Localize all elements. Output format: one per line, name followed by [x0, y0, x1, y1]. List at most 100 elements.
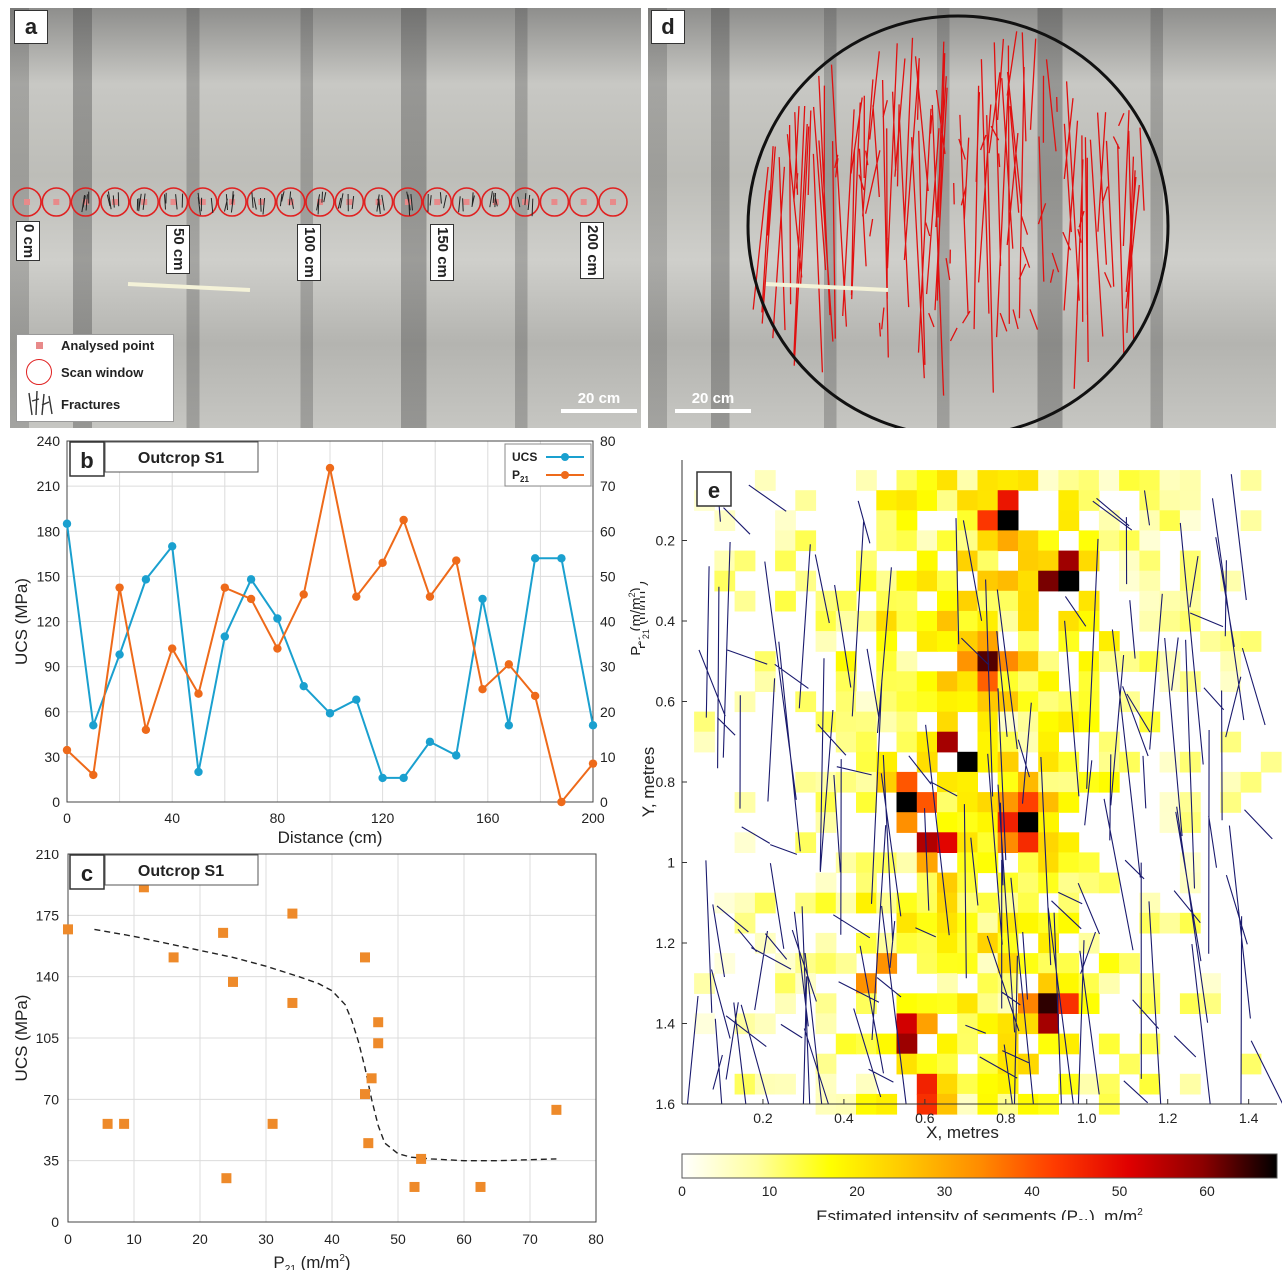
heatmap-cell — [1018, 792, 1039, 813]
analysed-point-icon — [36, 342, 43, 349]
heatmap-cell — [1058, 912, 1080, 934]
heatmap-cell — [1038, 751, 1059, 773]
heatmap-cell — [815, 711, 837, 733]
heatmap-cell — [1058, 470, 1080, 491]
distance-label-100: 100 cm — [297, 224, 321, 281]
analysis-circle — [746, 14, 1170, 428]
heatmap-cell — [1078, 1073, 1100, 1095]
data-point — [89, 721, 98, 730]
heatmap-cell — [957, 771, 978, 793]
x-tick-label: 0 — [64, 1231, 72, 1247]
panel-tag-c: c — [81, 861, 93, 886]
scatter-point — [138, 882, 149, 893]
heatmap-cell — [1018, 1053, 1039, 1075]
colorbar-tick-label: 10 — [762, 1183, 778, 1199]
heatmap-cell — [815, 932, 837, 954]
heatmap-cell — [957, 550, 978, 572]
heatmap-cell — [876, 852, 898, 874]
heatmap-cell — [1058, 631, 1080, 652]
heatmap-cell — [1098, 953, 1120, 974]
heatmap-cell — [937, 973, 958, 994]
heatmap-cell — [937, 953, 958, 974]
x-label-sup: 2 — [339, 1253, 345, 1264]
heatmap-cell — [916, 892, 938, 914]
scan-window-circle — [12, 187, 42, 217]
heatmap-cell — [916, 671, 938, 692]
heatmap-cell — [775, 993, 796, 1014]
heatmap-cell — [1058, 872, 1080, 894]
heatmap-cell — [997, 510, 1019, 531]
heatmap-cell — [957, 490, 978, 511]
heatmap-cell — [1240, 470, 1262, 491]
heatmap-cell — [734, 832, 756, 853]
heatmap-cell — [937, 1033, 958, 1055]
x-label-unit-end: ) — [345, 1253, 351, 1270]
data-point — [452, 556, 461, 565]
data-point — [89, 770, 98, 780]
heatmap-cell — [977, 973, 999, 994]
heatmap-cell — [876, 570, 898, 592]
heatmap-cell — [916, 953, 938, 974]
heatmap-cell — [1159, 490, 1181, 511]
legend-label-ucs: UCS — [512, 450, 537, 464]
scale-bar-a: 20 cm — [561, 390, 637, 413]
heatmap-cell — [775, 953, 796, 974]
heatmap-cell — [734, 550, 756, 572]
scan-window-circle — [334, 187, 365, 217]
scatter-point — [360, 952, 370, 963]
heatmap-cell — [937, 1073, 958, 1095]
heatmap-cell — [734, 1073, 756, 1095]
data-point — [62, 745, 72, 755]
heatmap-cell — [835, 671, 857, 692]
heatmap-cell — [856, 1073, 877, 1095]
heatmap-cell — [1159, 470, 1181, 491]
x-label-sub: 21 — [285, 1264, 297, 1270]
heatmap-cell — [957, 953, 978, 974]
x-tick-label: 160 — [476, 810, 500, 826]
colorbar-tick-label: 50 — [1112, 1183, 1128, 1199]
heatmap-cell — [1058, 510, 1080, 531]
heatmap-cell — [795, 570, 817, 592]
scatter-point — [221, 1173, 232, 1184]
y-tick-label: 1.4 — [656, 1016, 676, 1032]
p21-label-sub: 21 — [641, 629, 651, 639]
chart-title: Outcrop S1 — [138, 863, 224, 880]
analysed-point-marker — [346, 199, 353, 205]
heatmap-cell — [1179, 872, 1201, 894]
heatmap-cell — [815, 590, 837, 612]
heatmap-cell — [916, 792, 938, 813]
data-point — [588, 759, 598, 768]
heatmap-cell — [835, 953, 857, 974]
data-point — [352, 695, 361, 704]
x-tick-label: 0.8 — [996, 1110, 1016, 1126]
heatmap-cell — [795, 771, 817, 793]
heatmap-cell — [937, 731, 958, 753]
fracture-sketch — [517, 193, 534, 217]
heatmap-cell — [916, 912, 938, 934]
chart-title-box — [104, 854, 259, 886]
y-tick-label: 210 — [37, 478, 61, 494]
y2-tick-label: 30 — [600, 659, 616, 675]
heatmap-cell — [896, 812, 918, 833]
heatmap-cell — [957, 470, 978, 491]
y2-tick-label: 20 — [600, 704, 616, 720]
y2-label-unit: (m/m — [628, 597, 640, 635]
heatmap-cell — [1098, 510, 1120, 531]
heatmap-cell — [916, 631, 938, 652]
heatmap-cell — [835, 711, 857, 733]
y2-tick-label: 60 — [600, 523, 616, 539]
y2-axis-label: P21 (m/m2) — [627, 587, 640, 655]
heatmap-cell — [1038, 550, 1059, 572]
heatmap-cell — [937, 771, 958, 793]
heatmap-cell — [937, 610, 958, 632]
heatmap-cell — [795, 832, 817, 853]
heatmap-cell — [1078, 691, 1100, 713]
scale-bar-a-label: 20 cm — [577, 390, 621, 407]
heatmap-cell — [876, 590, 898, 612]
heatmap-cell — [1139, 470, 1161, 491]
plot-frame — [67, 853, 597, 1223]
heatmap-cell — [1179, 812, 1201, 833]
heatmap-cell — [856, 852, 877, 874]
heatmap-cell — [977, 832, 999, 853]
scatter-point — [287, 908, 298, 919]
